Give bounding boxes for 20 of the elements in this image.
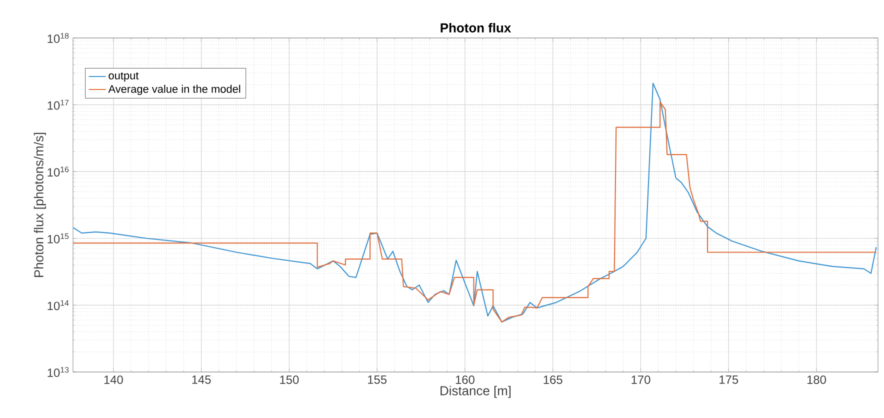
y-tick-label: 10$^{18}$ xyxy=(48,32,69,43)
x-tick-label: 175 xyxy=(720,376,738,384)
x-tick-label: 145 xyxy=(192,376,211,384)
x-tick-label: 160 xyxy=(456,376,474,384)
y-tick-label: 10$^{13}$ xyxy=(48,366,69,377)
legend-label: output xyxy=(108,72,139,82)
x-tick-label: 165 xyxy=(544,376,562,384)
x-tick-label: 140 xyxy=(104,376,123,384)
x-axis-title: Distance [m] xyxy=(440,386,511,398)
x-tick-label: 150 xyxy=(280,376,299,384)
y-tick-label: 10$^{17}$ xyxy=(48,100,69,110)
y-tick-label: 10$^{14}$ xyxy=(48,300,69,310)
chart-title: Photon flux xyxy=(440,22,512,32)
legend-label: Average value in the model xyxy=(108,84,240,95)
x-tick-label: 170 xyxy=(632,376,650,384)
y-axis-title: Photon flux [photons/m/s] xyxy=(34,132,46,277)
y-tick-label: 10$^{16}$ xyxy=(48,166,69,177)
y-tick-label: 10$^{15}$ xyxy=(48,233,69,244)
x-tick-label: 180 xyxy=(807,376,826,384)
x-tick-label: 155 xyxy=(368,376,387,384)
